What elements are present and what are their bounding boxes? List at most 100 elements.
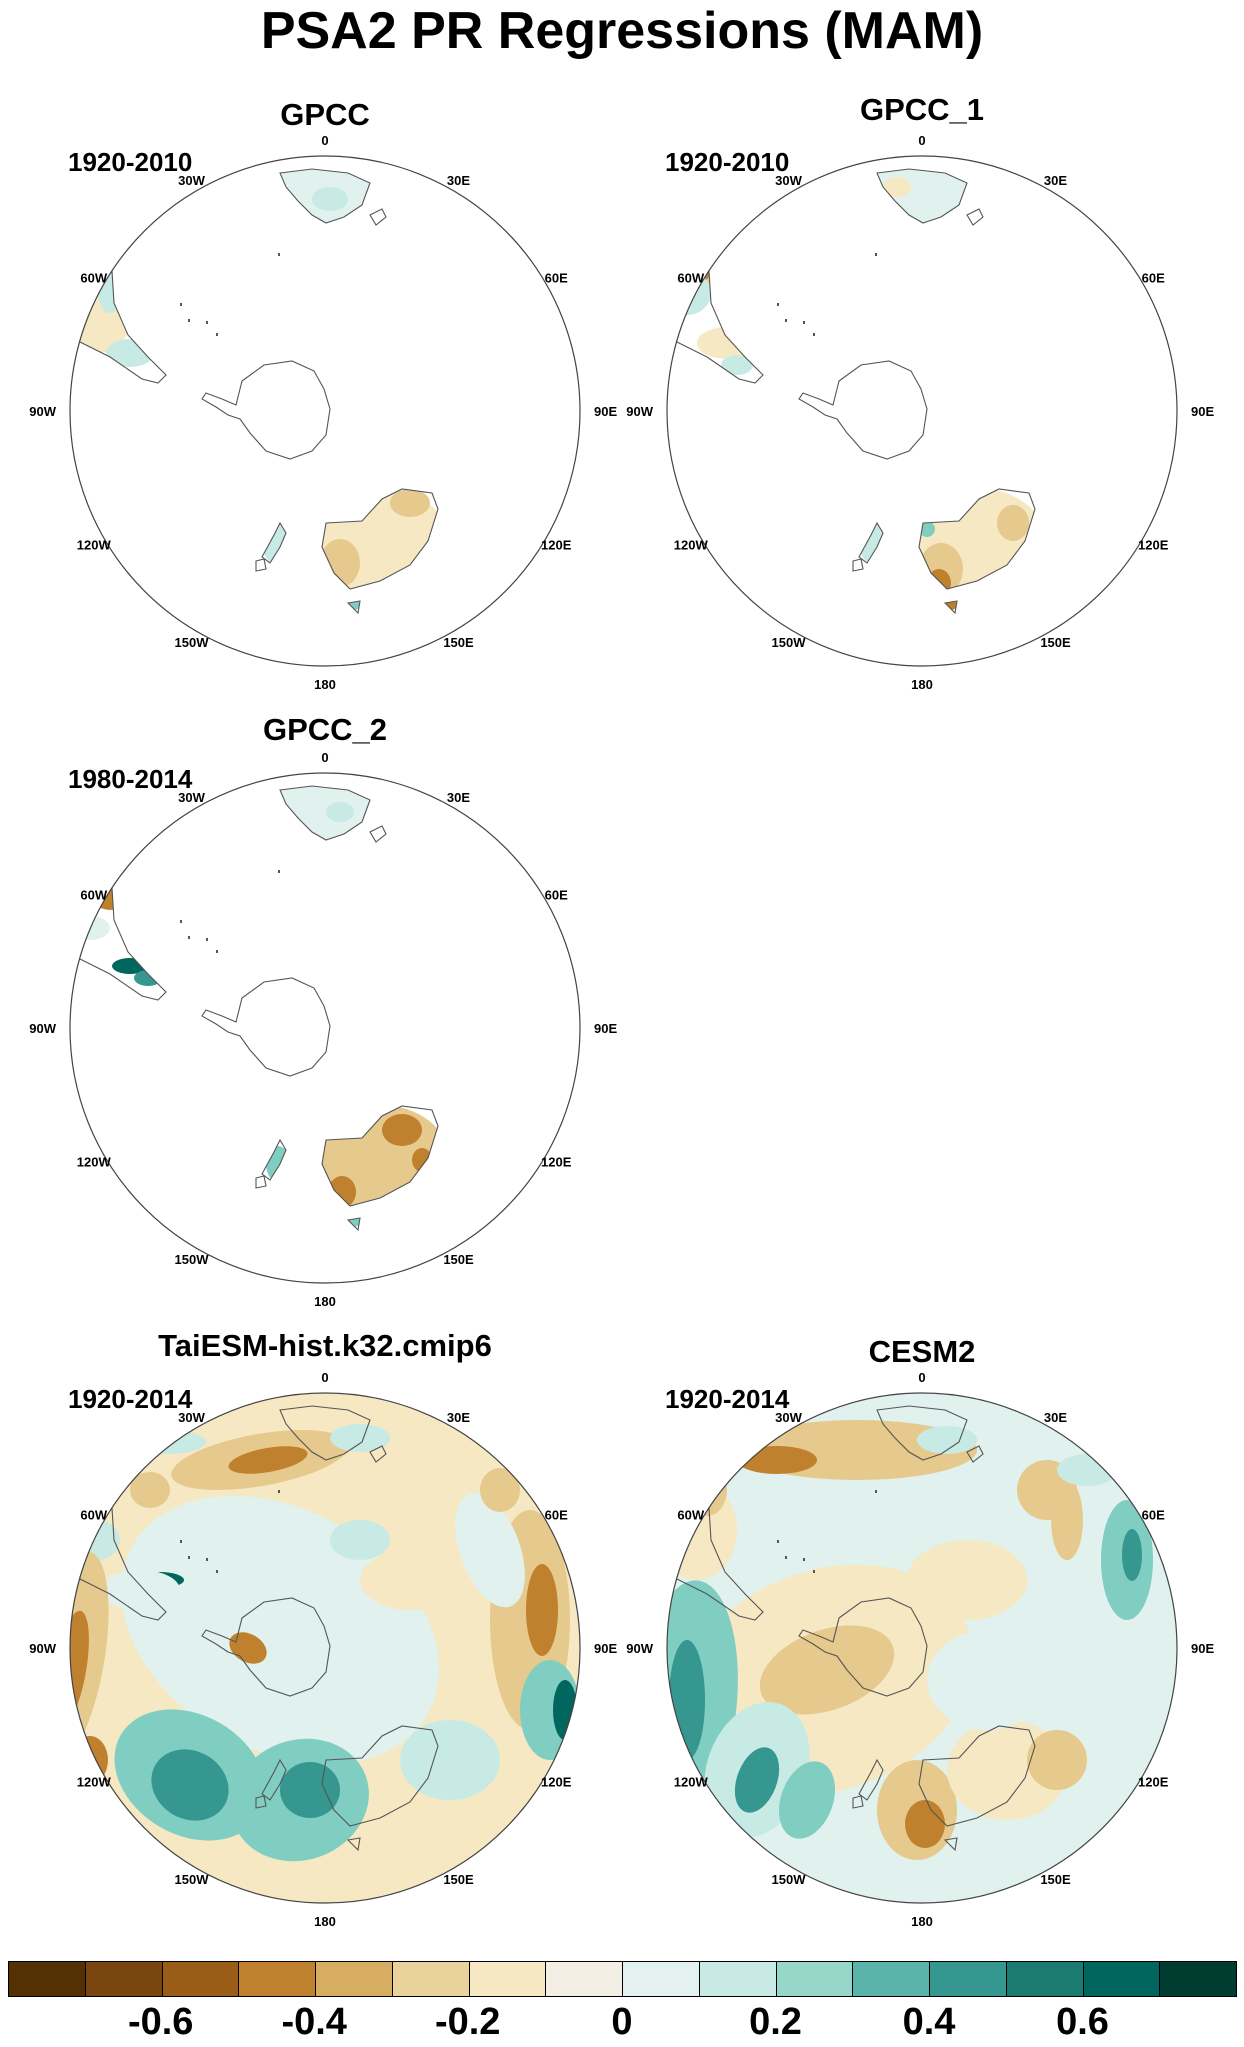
map-border bbox=[69, 772, 581, 1284]
longitude-label: 90E bbox=[594, 1021, 617, 1036]
panel-title: GPCC_1 bbox=[859, 92, 985, 127]
anomaly-patch bbox=[130, 1472, 170, 1508]
new-zealand-coast bbox=[852, 558, 864, 572]
colorbar-swatch bbox=[84, 1961, 163, 1997]
anomaly-patch bbox=[778, 1761, 836, 1839]
longitude-label: 120W bbox=[674, 1775, 709, 1790]
colorbar-tick: 0.2 bbox=[749, 2001, 802, 2043]
longitude-label: 180 bbox=[314, 677, 336, 692]
anomaly-patch bbox=[1027, 1730, 1087, 1790]
panel-gpcc: GPCC 1920-2010 0 30E 60E 90E 120E 150E 180 150W… bbox=[29, 95, 620, 695]
new-zealand-coast bbox=[261, 521, 287, 564]
island-dot bbox=[278, 253, 280, 256]
australia-coast bbox=[321, 1105, 439, 1207]
colorbar-swatch bbox=[622, 1961, 700, 1997]
longitude-label: 60W bbox=[677, 1508, 704, 1523]
longitude-label: 60E bbox=[545, 271, 568, 286]
panel-period: 1920-2010 bbox=[665, 147, 790, 177]
map-border bbox=[666, 1392, 1178, 1904]
antarctica-coast bbox=[798, 360, 928, 460]
island-dot bbox=[777, 1540, 779, 1543]
colorbar-swatch bbox=[1082, 1961, 1161, 1997]
anomaly-patch bbox=[927, 1630, 1047, 1730]
anomaly-patch bbox=[1057, 1454, 1117, 1486]
polar-map: 0 30E 60E 90E 120E 150E 180 150W 120W 90W 60W 30W bbox=[29, 1370, 617, 1929]
colorbar-swatch bbox=[238, 1961, 316, 1997]
longitude-label: 180 bbox=[911, 677, 933, 692]
longitude-label: 150E bbox=[443, 1872, 474, 1887]
longitude-label: 120E bbox=[541, 1155, 572, 1170]
tasmania-coast bbox=[346, 1217, 361, 1232]
longitude-label: 180 bbox=[314, 1914, 336, 1929]
polar-map: 0 30E 60E 90E 120E 150E 180 150W 120W 90W 60W 30W bbox=[626, 133, 1214, 692]
longitude-label: 150W bbox=[175, 1252, 210, 1267]
longitude-label: 120E bbox=[1138, 1775, 1169, 1790]
new-zealand-coast bbox=[858, 1758, 884, 1801]
island-dot bbox=[813, 1570, 815, 1573]
anomaly-patch bbox=[70, 1551, 109, 1769]
anomaly-patch bbox=[721, 355, 753, 375]
longitude-label: 90W bbox=[29, 1641, 56, 1656]
longitude-label: 180 bbox=[911, 1914, 933, 1929]
island-dot bbox=[875, 253, 877, 256]
tasmania-coast bbox=[943, 600, 958, 615]
anomaly-patch bbox=[326, 802, 354, 822]
colorbar-swatch bbox=[8, 1961, 86, 1997]
island-dot bbox=[216, 950, 218, 953]
longitude-label: 90W bbox=[626, 1641, 653, 1656]
anomaly-patch bbox=[151, 1749, 229, 1821]
island-dot bbox=[216, 333, 218, 336]
new-zealand-coast bbox=[261, 1138, 287, 1181]
longitude-label: 90E bbox=[1191, 404, 1214, 419]
anomaly-patch bbox=[759, 1625, 895, 1715]
anomaly-patch bbox=[480, 1468, 520, 1512]
longitude-label: 0 bbox=[321, 1370, 328, 1385]
longitude-label: 120E bbox=[541, 1775, 572, 1790]
colorbar-tick: -0.4 bbox=[281, 2001, 347, 2043]
island-dot bbox=[180, 1540, 182, 1543]
colorbar-tick: -0.6 bbox=[127, 2001, 194, 2043]
longitude-label: 30W bbox=[178, 1410, 205, 1425]
new-zealand-coast bbox=[858, 521, 884, 564]
longitude-label: 60W bbox=[80, 888, 107, 903]
island-dot bbox=[875, 1490, 877, 1493]
longitude-label: 120E bbox=[1138, 538, 1169, 553]
colorbar-tick: 0 bbox=[611, 2001, 633, 2043]
anomaly-patch bbox=[330, 1424, 390, 1452]
anomaly-patch bbox=[553, 1680, 577, 1740]
antarctica-coast bbox=[798, 1597, 928, 1697]
antarctica-coast bbox=[201, 360, 331, 460]
map-background bbox=[667, 156, 1177, 666]
colorbar-swatch bbox=[852, 1961, 930, 1997]
anomaly-patch bbox=[330, 1520, 390, 1560]
island-dot bbox=[206, 321, 208, 324]
polar-map: 0 30E 60E 90E 120E 150E 180 150W 120W 90W 60W 30W bbox=[626, 1370, 1214, 1929]
colorbar-swatch bbox=[161, 1961, 240, 1997]
longitude-label: 30E bbox=[447, 173, 470, 188]
longitude-label: 60E bbox=[545, 888, 568, 903]
anomaly-patch bbox=[1051, 1480, 1083, 1560]
africa-coast bbox=[876, 1405, 968, 1461]
longitude-label: 60E bbox=[545, 1508, 568, 1523]
australia-coast bbox=[321, 1725, 439, 1827]
panel-taiesm: TaiESM-hist.k32.cmip6 1920-2014 0 30E 60E 9… bbox=[29, 1328, 620, 1929]
longitude-label: 90E bbox=[594, 1641, 617, 1656]
longitude-label: 150E bbox=[443, 1252, 474, 1267]
panel-gpcc-1: GPCC_1 1920-2010 0 30E 60E 90E 120E 150E 180 15… bbox=[626, 90, 1217, 692]
africa-coast bbox=[279, 168, 371, 224]
longitude-label: 30W bbox=[775, 1410, 802, 1425]
anomaly-patch bbox=[526, 1564, 558, 1656]
map-border bbox=[69, 155, 581, 667]
new-zealand-coast bbox=[255, 558, 267, 572]
tasmania-coast bbox=[346, 1837, 361, 1852]
map-border bbox=[666, 155, 1178, 667]
madagascar-coast bbox=[966, 208, 984, 226]
longitude-label: 150E bbox=[1040, 1872, 1071, 1887]
longitude-label: 150E bbox=[443, 635, 474, 650]
longitude-label: 60W bbox=[80, 271, 107, 286]
island-dot bbox=[206, 938, 208, 941]
island-dot bbox=[180, 303, 182, 306]
longitude-label: 30W bbox=[178, 173, 205, 188]
colorbar-ticks: -0.6 -0.4 -0.2 0 0.2 0.4 0.6 bbox=[8, 2000, 1236, 2047]
colorbar-swatch bbox=[929, 1961, 1007, 1997]
